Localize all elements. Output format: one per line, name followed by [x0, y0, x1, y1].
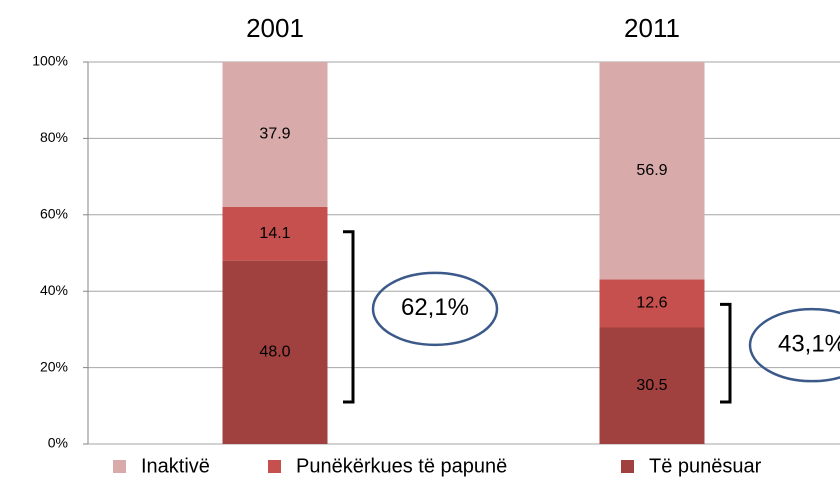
y-tick-label: 40%: [40, 282, 68, 298]
data-label: 12.6: [636, 295, 667, 312]
legend-swatch: [621, 460, 634, 473]
category-title: 2011: [624, 13, 680, 43]
y-tick-label: 20%: [40, 358, 68, 374]
annotation: 43,1%: [778, 331, 840, 358]
legend-swatch: [268, 460, 281, 473]
bar-segment: [222, 260, 328, 444]
data-label: 30.5: [636, 377, 667, 394]
bar-segment: [599, 62, 705, 280]
legend-label: Punëkërkues të papunë: [296, 455, 507, 477]
y-tick-label: 100%: [32, 53, 68, 69]
bar-segment: [222, 62, 328, 207]
legend-label: Inaktivë: [141, 455, 210, 477]
bar-segment: [222, 206, 328, 261]
data-label: 56.9: [636, 162, 667, 179]
data-label: 14.1: [259, 225, 290, 242]
annotation-ellipse: [748, 307, 840, 383]
legend-label: Të punësuar: [649, 455, 762, 477]
data-label: 37.9: [259, 126, 290, 143]
category-title: 2001: [246, 13, 304, 43]
bracket: [720, 302, 732, 404]
annotation: 62,1%: [401, 294, 469, 321]
legend-swatch: [113, 460, 126, 473]
y-tick-label: 80%: [40, 129, 68, 145]
data-label: 48.0: [259, 344, 290, 361]
y-tick-label: 0%: [48, 435, 68, 451]
annotation-ellipse: [371, 271, 499, 347]
bracket: [343, 230, 355, 404]
bar-segment: [599, 327, 705, 444]
y-tick-label: 60%: [40, 206, 68, 222]
bar-segment: [599, 279, 705, 328]
